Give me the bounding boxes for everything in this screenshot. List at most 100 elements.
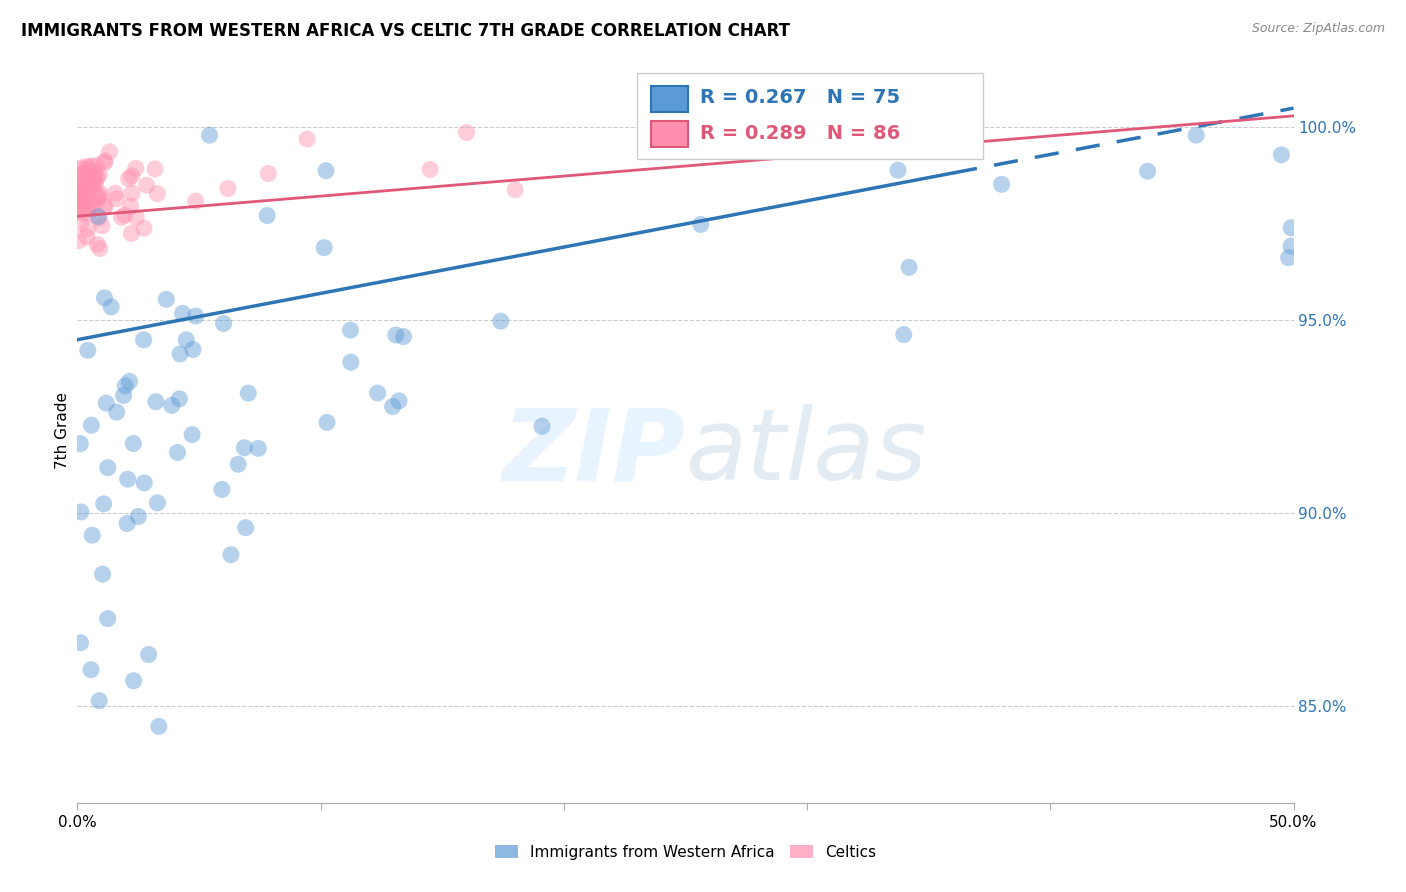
Point <box>893 327 915 342</box>
Point <box>233 441 256 455</box>
Point <box>172 306 194 320</box>
Point <box>67 198 90 212</box>
Point <box>419 162 441 177</box>
Point <box>67 234 90 248</box>
Point <box>82 198 104 212</box>
Point <box>67 188 90 202</box>
Point <box>181 427 204 442</box>
FancyBboxPatch shape <box>651 87 688 112</box>
Point <box>181 343 204 357</box>
Point <box>169 392 191 406</box>
Point <box>91 567 114 582</box>
Point <box>83 169 105 184</box>
Point <box>97 612 120 626</box>
Point <box>117 171 139 186</box>
Point <box>155 293 177 307</box>
Point <box>84 177 107 191</box>
Point <box>83 174 105 188</box>
Point <box>887 163 910 178</box>
Point <box>84 159 107 173</box>
Point <box>93 291 115 305</box>
Point <box>67 185 90 199</box>
Point <box>1185 128 1208 143</box>
Point <box>1279 239 1302 253</box>
Point <box>73 193 96 207</box>
Point <box>235 521 257 535</box>
Point <box>89 186 111 201</box>
Point <box>73 167 96 181</box>
FancyBboxPatch shape <box>637 73 983 159</box>
Point <box>381 400 404 414</box>
Text: ZIP: ZIP <box>502 404 686 501</box>
Point <box>295 132 318 146</box>
Point <box>67 168 90 182</box>
Point <box>125 211 148 225</box>
Point <box>73 173 96 187</box>
Point <box>67 203 90 218</box>
Point <box>127 509 149 524</box>
Point <box>75 194 97 209</box>
Point <box>82 178 104 192</box>
Point <box>79 174 101 188</box>
Point <box>166 445 188 459</box>
Point <box>76 169 98 183</box>
Point <box>70 179 93 194</box>
Point <box>87 191 110 205</box>
Point <box>75 199 97 213</box>
Point <box>110 211 132 225</box>
Point <box>238 386 260 401</box>
Point <box>87 210 110 224</box>
Point <box>247 442 270 456</box>
Point <box>104 186 127 201</box>
Point <box>69 505 91 519</box>
Point <box>367 386 389 401</box>
Point <box>70 161 93 175</box>
Point <box>211 483 233 497</box>
Point <box>740 128 762 143</box>
Point <box>67 202 90 216</box>
Point <box>114 379 136 393</box>
Point <box>89 167 111 181</box>
Point <box>87 187 110 202</box>
Point <box>67 190 90 204</box>
Point <box>314 241 336 255</box>
Point <box>339 323 361 337</box>
Point <box>134 475 156 490</box>
Point <box>69 162 91 177</box>
Point <box>69 189 91 203</box>
Point <box>174 333 197 347</box>
Point <box>114 208 136 222</box>
Point <box>79 193 101 207</box>
FancyBboxPatch shape <box>651 121 688 147</box>
Point <box>385 328 408 343</box>
Point <box>69 436 91 450</box>
Point <box>100 300 122 314</box>
Point <box>94 200 117 214</box>
Point <box>121 186 143 200</box>
Point <box>121 169 143 183</box>
Point <box>97 460 120 475</box>
Point <box>256 209 278 223</box>
Point <box>105 405 128 419</box>
Point <box>146 186 169 201</box>
Text: atlas: atlas <box>686 404 927 501</box>
Legend: Immigrants from Western Africa, Celtics: Immigrants from Western Africa, Celtics <box>489 838 882 866</box>
Text: Source: ZipAtlas.com: Source: ZipAtlas.com <box>1251 22 1385 36</box>
Point <box>89 211 111 226</box>
Point <box>76 160 98 174</box>
Point <box>83 166 105 180</box>
Point <box>67 202 90 217</box>
Point <box>67 191 90 205</box>
Point <box>105 192 128 206</box>
Point <box>1270 148 1292 162</box>
Point <box>184 309 207 323</box>
Point <box>148 719 170 733</box>
Point <box>73 183 96 197</box>
Point <box>120 199 142 213</box>
Point <box>70 192 93 206</box>
Point <box>122 673 145 688</box>
Point <box>146 496 169 510</box>
Point <box>138 648 160 662</box>
Point <box>69 217 91 231</box>
Point <box>80 663 103 677</box>
